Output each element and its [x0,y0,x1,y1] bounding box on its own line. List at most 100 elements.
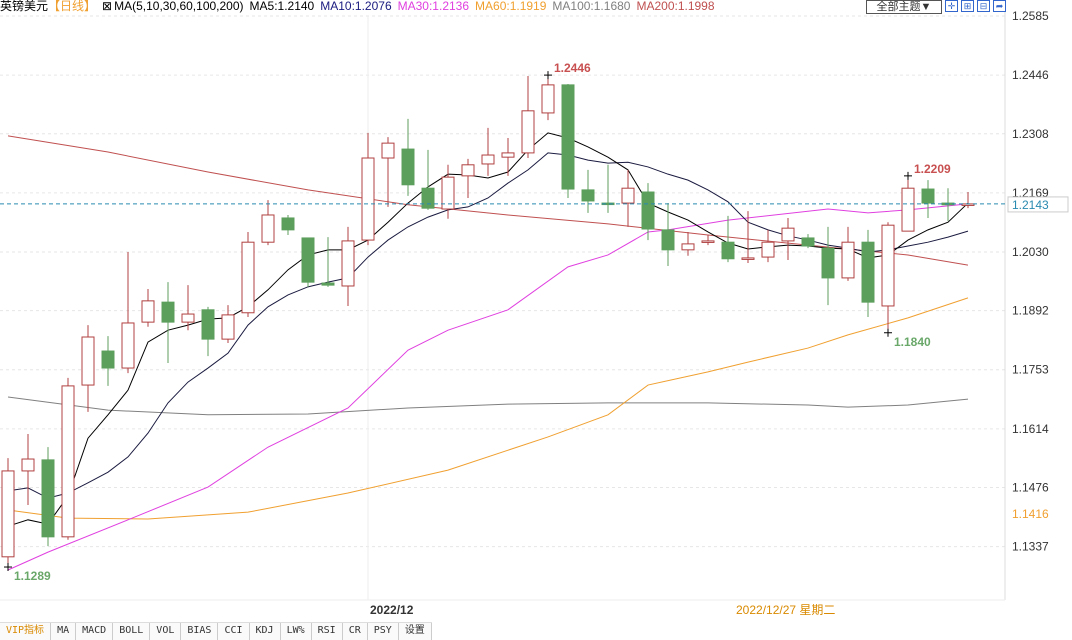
candle-body [701,240,715,243]
candle-body [921,188,935,204]
y-tick-label: 1.2308 [1012,127,1049,141]
candle [881,222,895,333]
ma60-axis-marker: 1.1416 [1012,507,1049,521]
candle [741,211,755,264]
candle [961,192,975,209]
y-tick-label: 1.2585 [1012,9,1049,23]
tab-10[interactable]: CR [343,623,368,640]
tab-2[interactable]: MACD [76,623,114,640]
ma-settings-icon[interactable]: ⊠ [102,0,113,13]
ma-params[interactable]: MA(5,10,30,60,100,200) [114,0,244,13]
ma-label: MA60:1.1919 [475,0,547,13]
candle [81,325,95,412]
y-tick-label: 1.1892 [1012,304,1049,318]
candle [61,377,75,540]
candle [401,118,415,196]
candle-body [581,189,595,202]
candle-body [721,241,735,260]
candle [421,149,435,210]
candle [361,132,375,246]
candle-body [141,300,155,323]
ma-label: MA10:1.2076 [320,0,392,13]
ma-line-ma60 [7,297,969,520]
candle-body [741,257,755,260]
y-tick-label: 1.1753 [1012,363,1049,377]
candle-body [381,142,395,159]
ma-label: MA30:1.2136 [397,0,470,13]
candle [281,214,295,235]
tab-11[interactable]: PSY [368,623,399,640]
indicator-tabs: VIP指标 MA MACD BOLL VOL BIAS CCI KDJ LW% RSI CR PSY 设… [0,622,432,640]
candle-body [521,110,535,154]
candle [521,75,535,159]
candle [101,336,115,386]
candle-body [301,237,315,283]
zoom-in-icon[interactable]: ⊞ [961,0,974,12]
high-price-label: 1.2446 [554,61,591,75]
candle [801,234,815,249]
crosshair-icon[interactable]: ✛ [945,0,958,12]
candle [921,180,935,218]
candle-body [881,224,895,307]
candle [821,226,835,306]
tab-5[interactable]: BIAS [181,623,219,640]
candle [221,305,235,343]
last-price-label: 1.2143 [1012,198,1049,212]
zoom-out-icon[interactable]: ⊟ [977,0,990,12]
candle [321,237,335,287]
chart-header: 英镑美元【日线】 ⊠ MA(5,10,30,60,100,200) MA5:1.214… [0,0,727,14]
tab-6[interactable]: CCI [218,623,250,640]
candle-body [281,217,295,231]
low-price-label: 1.1289 [14,569,51,583]
tab-3[interactable]: BOLL [113,623,151,640]
tab-9[interactable]: RSI [312,623,343,640]
ma-line-ma30 [7,203,969,571]
tab-12[interactable]: 设置 [399,623,432,640]
candle-body [341,240,355,287]
candle [621,169,635,227]
candle [721,215,735,263]
tab-1[interactable]: MA [51,623,77,640]
candle-body [501,152,515,158]
candle [341,226,355,306]
y-tick-label: 1.2446 [1012,68,1049,82]
candle-body [21,458,35,472]
candle [181,285,195,331]
candle [301,237,315,287]
export-icon[interactable]: ➦ [993,0,1006,12]
period-label[interactable]: 【日线】 [48,0,97,13]
candle-body [641,191,655,230]
x-tick-label: 2022/12 [370,603,414,617]
last-price-box [1007,196,1069,213]
tab-4[interactable]: VOL [150,623,182,640]
candle-body [161,301,175,323]
candle [1,458,15,568]
candle [661,203,675,266]
ma-line-ma5 [7,132,969,527]
candle [141,288,155,327]
candle-body [421,187,435,209]
candle [121,251,135,374]
theme-dropdown[interactable]: 全部主题▼ [866,0,942,14]
candle-body [101,350,115,369]
candle [841,226,855,281]
candle-body [681,243,695,251]
tab-8[interactable]: LW% [281,623,312,640]
candle-body [201,309,215,340]
candle [581,169,595,213]
candle-body [361,157,375,241]
tab-0[interactable]: VIP指标 [0,623,52,640]
candle-body [81,336,95,386]
tab-7[interactable]: KDJ [250,623,281,640]
candle [601,164,615,213]
candle-body [1,470,15,558]
candle-body [181,313,195,323]
candle [681,231,695,256]
high-price-label: 1.2209 [914,162,951,176]
y-tick-label: 1.2030 [1012,245,1049,259]
candle [241,231,255,318]
candle [501,138,515,176]
symbol-title: 英镑美元 [0,0,49,13]
candle-body [41,459,55,538]
